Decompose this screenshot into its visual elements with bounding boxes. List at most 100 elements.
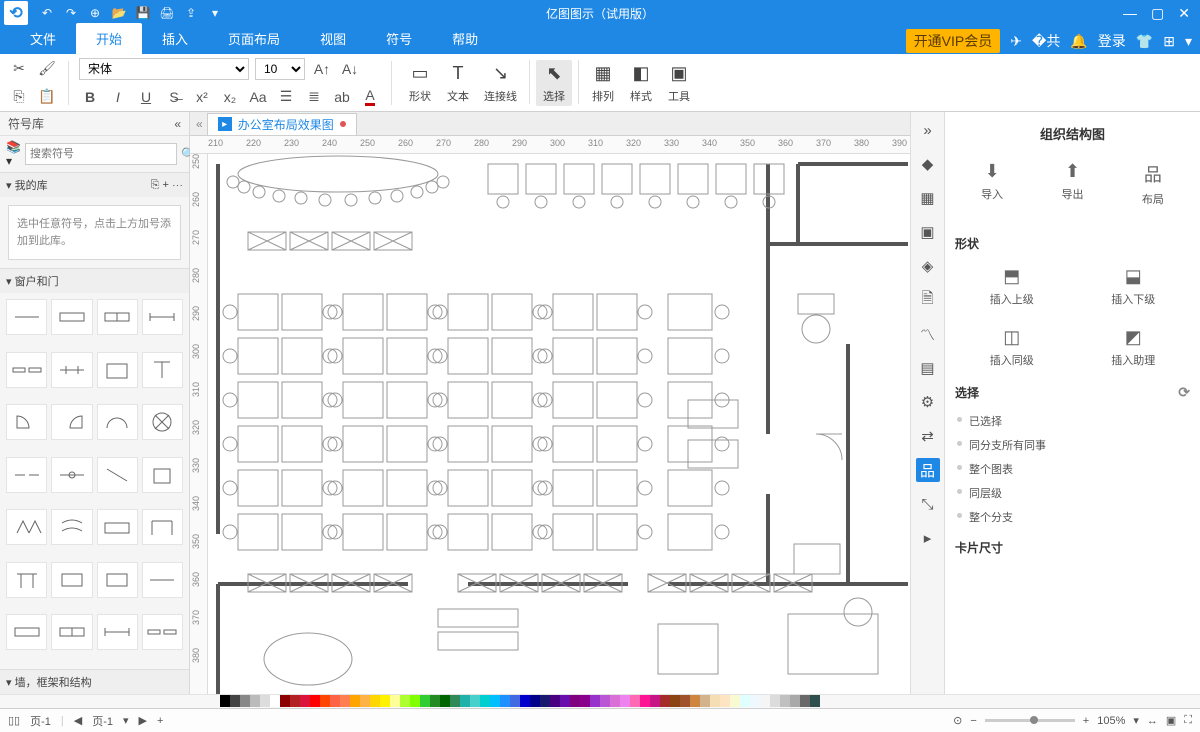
color-swatch[interactable] xyxy=(580,695,590,707)
expand-icon[interactable]: ⤡ xyxy=(916,492,940,516)
library-icon[interactable]: 📚▾ xyxy=(6,140,21,168)
mech-icon[interactable]: ⚙ xyxy=(916,390,940,414)
org-icon[interactable]: 品 xyxy=(916,458,940,482)
action-插入上级[interactable]: ⬒插入上级 xyxy=(955,260,1069,313)
color-swatch[interactable] xyxy=(550,695,560,707)
style-button[interactable]: ◧样式 xyxy=(623,60,659,106)
font-color-icon[interactable]: A xyxy=(359,86,381,108)
shape-thumb[interactable] xyxy=(142,614,183,650)
menu-tab-6[interactable]: 帮助 xyxy=(432,23,498,54)
select-opt[interactable]: 整个分支 xyxy=(955,505,1190,529)
color-swatch[interactable] xyxy=(630,695,640,707)
page-dropdown-icon[interactable]: ▾ xyxy=(123,714,129,727)
shape-thumb[interactable] xyxy=(6,457,47,493)
add-page-icon[interactable]: + xyxy=(157,715,163,727)
color-swatch[interactable] xyxy=(230,695,240,707)
shape-button[interactable]: ▭形状 xyxy=(402,60,438,106)
color-swatch[interactable] xyxy=(670,695,680,707)
color-swatch[interactable] xyxy=(320,695,330,707)
redo-icon[interactable]: ↷ xyxy=(62,4,80,22)
swap-icon[interactable]: ⇄ xyxy=(916,424,940,448)
shape-thumb[interactable] xyxy=(142,404,183,440)
font-family-select[interactable]: 宋体 xyxy=(79,58,249,80)
select-opt[interactable]: 同层级 xyxy=(955,481,1190,505)
shape-thumb[interactable] xyxy=(97,509,138,545)
color-swatch[interactable] xyxy=(280,695,290,707)
color-swatch[interactable] xyxy=(680,695,690,707)
shape-thumb[interactable] xyxy=(142,457,183,493)
menu-tab-3[interactable]: 页面布局 xyxy=(208,23,300,54)
lib-menu-icon[interactable]: ⋯ xyxy=(172,179,183,191)
color-swatch[interactable] xyxy=(520,695,530,707)
image-icon[interactable]: ▣ xyxy=(916,220,940,244)
color-swatch[interactable] xyxy=(390,695,400,707)
shape-thumb[interactable] xyxy=(97,299,138,335)
shape-thumb[interactable] xyxy=(142,352,183,388)
color-swatch[interactable] xyxy=(220,695,230,707)
undo-icon[interactable]: ↶ xyxy=(38,4,56,22)
more-icon[interactable]: ▾ xyxy=(206,4,224,22)
print-icon[interactable]: 🖨 xyxy=(158,4,176,22)
color-swatch[interactable] xyxy=(540,695,550,707)
color-swatch[interactable] xyxy=(530,695,540,707)
shape-thumb[interactable] xyxy=(142,562,183,598)
refresh-icon[interactable]: ⟳ xyxy=(1178,384,1190,401)
apps-icon[interactable]: ⊞ xyxy=(1163,33,1175,50)
color-swatch[interactable] xyxy=(400,695,410,707)
italic-icon[interactable]: I xyxy=(107,86,129,108)
theme-icon[interactable]: ◆ xyxy=(916,152,940,176)
menu-tab-2[interactable]: 插入 xyxy=(142,23,208,54)
shape-thumb[interactable] xyxy=(97,404,138,440)
color-swatch[interactable] xyxy=(560,695,570,707)
color-swatch[interactable] xyxy=(750,695,760,707)
shape-thumb[interactable] xyxy=(51,614,92,650)
color-swatch[interactable] xyxy=(710,695,720,707)
fitpage-icon[interactable]: ▣ xyxy=(1166,714,1176,727)
color-swatch[interactable] xyxy=(800,695,810,707)
color-swatch[interactable] xyxy=(610,695,620,707)
zoom-slider[interactable] xyxy=(985,719,1075,722)
color-swatch[interactable] xyxy=(760,695,770,707)
color-swatch[interactable] xyxy=(510,695,520,707)
copy-lib-icon[interactable]: ⎘ xyxy=(151,179,160,191)
add-lib-icon[interactable]: + xyxy=(163,179,169,191)
color-swatch[interactable] xyxy=(650,695,660,707)
chart-icon[interactable]: 〽 xyxy=(916,322,940,346)
fullwidth-icon[interactable]: ↔ xyxy=(1147,715,1158,727)
increase-font-icon[interactable]: A↑ xyxy=(311,58,333,80)
color-swatch[interactable] xyxy=(290,695,300,707)
menu-tab-4[interactable]: 视图 xyxy=(300,23,366,54)
login-link[interactable]: 登录 xyxy=(1098,31,1126,51)
color-swatch[interactable] xyxy=(360,695,370,707)
action-布局[interactable]: 品布局 xyxy=(1116,155,1190,213)
select-opt[interactable]: 整个图表 xyxy=(955,457,1190,481)
bold-icon[interactable]: B xyxy=(79,86,101,108)
shape-thumb[interactable] xyxy=(6,352,47,388)
color-swatch[interactable] xyxy=(770,695,780,707)
menu-tab-1[interactable]: 开始 xyxy=(76,23,142,54)
vip-button[interactable]: 开通VIP会员 xyxy=(906,29,1001,53)
share-icon[interactable]: �共 xyxy=(1032,31,1060,51)
color-swatch[interactable] xyxy=(720,695,730,707)
color-swatch[interactable] xyxy=(480,695,490,707)
bullets-icon[interactable]: ☰ xyxy=(275,86,297,108)
color-swatch[interactable] xyxy=(490,695,500,707)
paste-icon[interactable]: 📋 xyxy=(36,86,58,108)
action-插入下级[interactable]: ⬓插入下级 xyxy=(1077,260,1191,313)
page-nav-label[interactable]: 页-1 xyxy=(92,713,113,729)
color-swatch[interactable] xyxy=(270,695,280,707)
format-painter-icon[interactable]: 🖌 xyxy=(36,58,58,80)
subscript-icon[interactable]: x₂ xyxy=(219,86,241,108)
shape-thumb[interactable] xyxy=(97,457,138,493)
shape-thumb[interactable] xyxy=(142,299,183,335)
shape-thumb[interactable] xyxy=(6,509,47,545)
arrange-button[interactable]: ▦排列 xyxy=(585,60,621,106)
fit-icon[interactable]: ⊙ xyxy=(953,714,962,727)
color-swatch[interactable] xyxy=(260,695,270,707)
color-swatch[interactable] xyxy=(380,695,390,707)
action-插入同级[interactable]: ◫插入同级 xyxy=(955,321,1069,374)
color-swatch[interactable] xyxy=(660,695,670,707)
page-view-icon[interactable]: ▯▯ xyxy=(8,714,20,727)
action-插入助理[interactable]: ◩插入助理 xyxy=(1077,321,1191,374)
open-icon[interactable]: 📂 xyxy=(110,4,128,22)
